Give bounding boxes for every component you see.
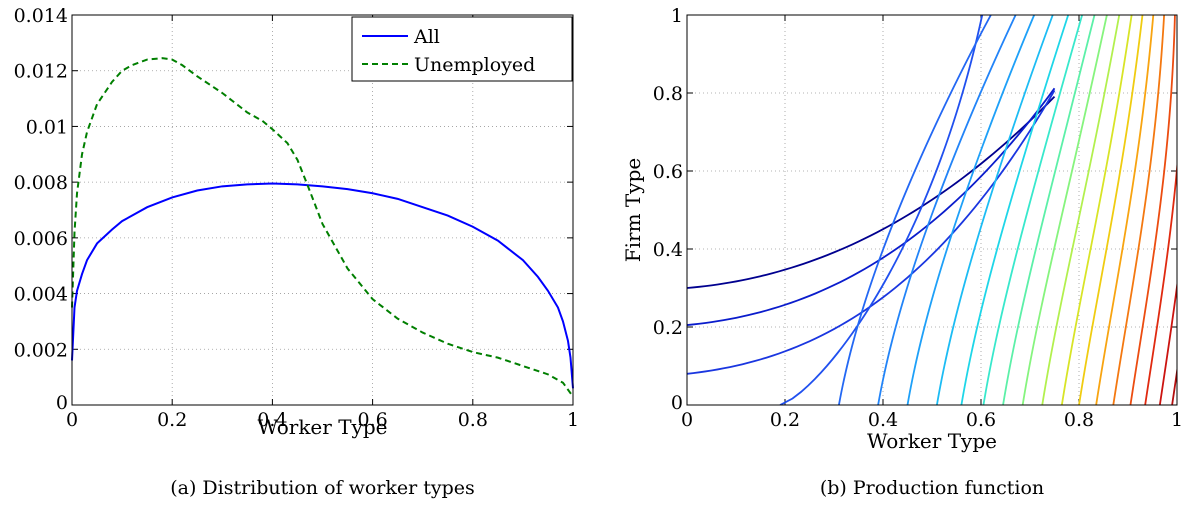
series-lines <box>71 57 574 398</box>
legend-label-all: All <box>413 26 440 48</box>
x-tick-label: 0 <box>66 409 78 431</box>
y-tick-label: 0.4 <box>653 239 683 261</box>
contour-line <box>779 15 984 405</box>
y-axis-label: Firm Type <box>621 158 645 262</box>
x-tick-label: 0.4 <box>257 409 287 431</box>
contour-line <box>838 15 992 405</box>
contour-line <box>1158 279 1177 405</box>
x-tick-label: 1 <box>567 409 579 431</box>
production-function-chart: 0 0.2 0.4 0.6 0.8 1 0 0.2 0.4 0.6 0.8 1 Worker Type… <box>621 5 1183 499</box>
x-tick-label: 0.6 <box>357 409 387 431</box>
series-line-all <box>71 182 574 389</box>
caption: (a) Distribution of worker types <box>170 477 475 499</box>
x-tick-label: 0.8 <box>458 409 488 431</box>
contour-line <box>687 95 1056 289</box>
series-line-unemployed <box>71 57 574 398</box>
contour-lines <box>687 15 1177 405</box>
contour-line <box>1112 15 1166 405</box>
contour-line <box>1095 15 1155 405</box>
y-tick-label: 0.006 <box>14 228 68 250</box>
contour-line <box>877 15 1017 405</box>
x-tick-label: 0 <box>681 409 693 431</box>
y-tick-label: 0.008 <box>14 172 68 194</box>
y-tick-label: 0.8 <box>653 83 683 105</box>
contour-line <box>1021 15 1108 405</box>
y-tick-label: 0.004 <box>14 284 68 306</box>
contour-line <box>906 15 1036 405</box>
x-tick-label: 0.2 <box>157 409 187 431</box>
y-tick-label: 0 <box>671 392 683 414</box>
plot-frame <box>686 14 1178 406</box>
distribution-chart: 0 0.2 0.4 0.6 0.8 1 0 0.002 0.004 0.006 0.008 0.01 0… <box>14 5 579 499</box>
contour-line <box>982 15 1083 405</box>
caption: (b) Production function <box>820 477 1044 499</box>
contour-line <box>1060 15 1133 405</box>
x-axis-label: Worker Type <box>258 415 388 439</box>
y-tick-label: 0.01 <box>26 116 68 138</box>
y-tick-label: 0.014 <box>14 5 68 27</box>
y-tick-label: 0.012 <box>14 61 68 83</box>
contour-line <box>1078 15 1144 405</box>
x-tick-label: 0.2 <box>770 409 800 431</box>
x-axis-label: Worker Type <box>867 429 997 453</box>
contour-line <box>1002 15 1096 405</box>
x-tick-label: 0.6 <box>966 409 996 431</box>
grid <box>687 15 1177 405</box>
contour-line <box>960 15 1070 405</box>
legend-box <box>351 16 573 82</box>
legend-label-unemployed: Unemployed <box>414 54 535 76</box>
x-tick-label: 0.8 <box>1064 409 1094 431</box>
contour-line <box>936 15 1054 405</box>
plot-frame <box>71 14 574 406</box>
y-tick-label: 0.002 <box>14 339 68 361</box>
x-tick-label: 0.4 <box>868 409 898 431</box>
y-tick-label: 0.2 <box>653 317 683 339</box>
plot-area <box>687 15 1177 405</box>
x-tick-label: 1 <box>1171 409 1183 431</box>
contour-line <box>1129 15 1176 405</box>
contour-line <box>687 87 1056 326</box>
contour-line <box>1144 158 1177 405</box>
axis-ticks: 0 0.2 0.4 0.6 0.8 1 0 0.002 0.004 0.006 0.008 0.01 0… <box>14 5 579 431</box>
contour-line <box>1041 15 1121 405</box>
y-tick-label: 0.6 <box>653 161 683 183</box>
legend: All Unemployed <box>351 16 573 82</box>
y-tick-label: 1 <box>671 5 683 27</box>
y-tick-label: 0 <box>56 392 68 414</box>
axis-ticks: 0 0.2 0.4 0.6 0.8 1 0 0.2 0.4 0.6 0.8 1 <box>653 5 1183 431</box>
